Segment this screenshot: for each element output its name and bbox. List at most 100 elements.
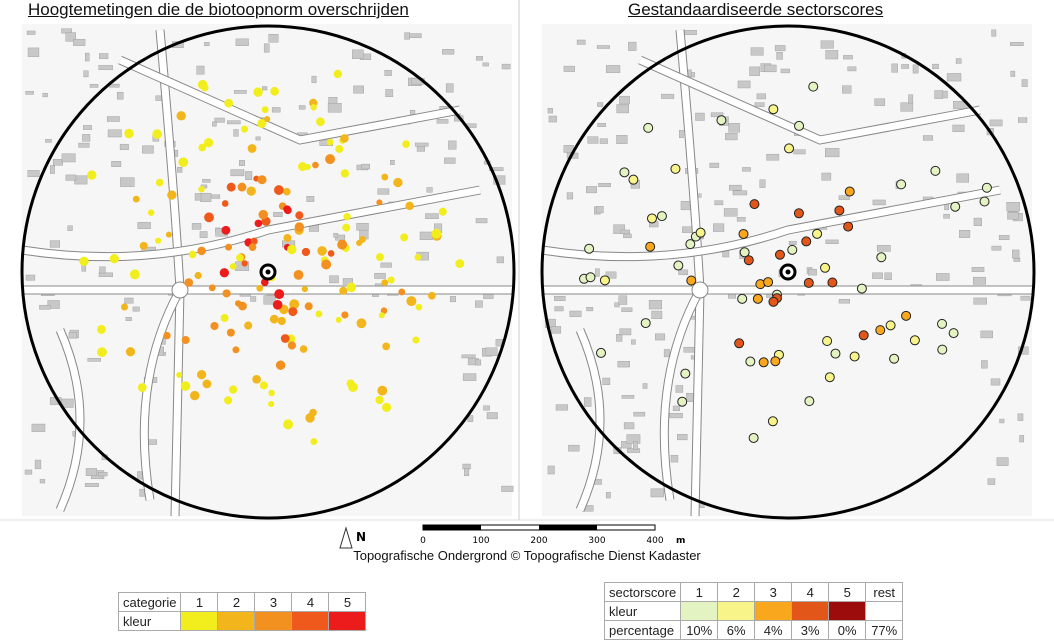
measurement-dot xyxy=(337,239,348,250)
building xyxy=(83,125,92,130)
measurement-dot xyxy=(283,419,294,430)
legend-header: 3 xyxy=(754,582,793,602)
measurement-dot xyxy=(236,253,244,262)
building xyxy=(936,273,950,281)
legend-row: percentage 10% 6% 4% 3% 0% 77% xyxy=(603,620,904,640)
legend-percentage: 3% xyxy=(791,620,830,640)
legend-swatch xyxy=(217,611,256,631)
building xyxy=(952,124,965,132)
sector-dot xyxy=(758,357,769,368)
legend-table: sectorscore 1 2 3 4 5 rest kleur percentage 10% 6%… xyxy=(603,582,904,640)
measurement-dot xyxy=(304,302,313,311)
building xyxy=(227,120,241,125)
legend-swatch xyxy=(828,601,867,621)
sector-dot xyxy=(801,236,812,247)
measurement-dot xyxy=(398,288,406,296)
building xyxy=(568,444,580,452)
measurement-dot xyxy=(348,382,358,392)
scale-unit: m xyxy=(676,536,685,546)
measurement-dot xyxy=(455,259,465,269)
sector-dot xyxy=(889,353,900,364)
building xyxy=(723,208,738,217)
building xyxy=(597,102,604,107)
building xyxy=(196,65,205,75)
building xyxy=(27,47,40,57)
measurement-dot xyxy=(378,312,385,319)
building xyxy=(120,177,135,187)
sector-dot xyxy=(677,396,688,407)
building xyxy=(414,142,429,147)
legend-percentage: 4% xyxy=(754,620,793,640)
measurement-dot xyxy=(132,195,140,203)
building xyxy=(245,171,253,180)
legend-swatch xyxy=(680,601,719,621)
building xyxy=(554,295,566,301)
measurement-dot xyxy=(402,140,410,148)
legend-label: kleur xyxy=(603,601,682,621)
building xyxy=(981,360,988,369)
building xyxy=(26,30,36,35)
measurement-dot xyxy=(393,177,403,188)
measurement-dot xyxy=(163,331,171,340)
measurement-dot xyxy=(310,438,318,446)
measurement-dot xyxy=(272,300,283,310)
legend-header: 4 xyxy=(791,582,830,602)
radius-circle xyxy=(20,24,516,520)
measurement-dot xyxy=(259,381,268,390)
legend-percentage: 6% xyxy=(717,620,756,640)
measurement-dot xyxy=(381,402,392,412)
measurement-dot xyxy=(400,233,409,242)
building xyxy=(725,133,738,141)
building xyxy=(475,300,483,308)
measurement-dot xyxy=(125,347,136,357)
sector-dot xyxy=(770,356,781,367)
building xyxy=(642,383,648,389)
legend-row: sectorscore 1 2 3 4 5 rest xyxy=(603,582,904,602)
building xyxy=(380,262,392,268)
building xyxy=(496,256,504,264)
building xyxy=(444,157,456,164)
measurement-dot xyxy=(244,321,253,330)
building xyxy=(1007,212,1019,220)
road xyxy=(638,56,981,144)
sector-dot xyxy=(752,293,763,304)
sector-dot xyxy=(830,348,841,359)
measurement-dot xyxy=(198,143,207,152)
measurement-dot xyxy=(152,129,162,139)
roundabout xyxy=(171,281,189,299)
building xyxy=(825,50,839,60)
north-label: N xyxy=(356,530,366,544)
building xyxy=(442,49,455,55)
measurement-dot xyxy=(241,125,249,133)
measurement-dot xyxy=(341,311,349,319)
measurement-dot xyxy=(258,209,268,220)
building xyxy=(125,317,132,321)
measurement-dot xyxy=(301,285,308,293)
building xyxy=(199,231,208,238)
building xyxy=(596,206,604,214)
measurement-dot xyxy=(176,111,186,121)
sector-dot xyxy=(794,120,805,131)
measurement-dot xyxy=(294,222,305,232)
building xyxy=(990,378,1001,386)
sector-dot xyxy=(849,351,860,362)
building xyxy=(65,32,76,42)
sector-dot xyxy=(645,241,656,252)
sector-dot xyxy=(948,328,959,339)
sector-dot xyxy=(646,213,657,224)
building xyxy=(891,63,898,73)
sector-dot xyxy=(822,335,833,346)
sector-dot xyxy=(896,179,907,190)
building xyxy=(194,193,202,201)
building xyxy=(352,49,364,59)
building xyxy=(356,223,369,231)
measurement-dot xyxy=(155,178,164,187)
building xyxy=(47,300,60,309)
measurement-dot xyxy=(180,381,191,391)
building xyxy=(602,377,611,385)
measurement-dot xyxy=(288,307,298,317)
building xyxy=(617,361,631,368)
building xyxy=(872,199,886,206)
sector-dot xyxy=(937,344,948,355)
